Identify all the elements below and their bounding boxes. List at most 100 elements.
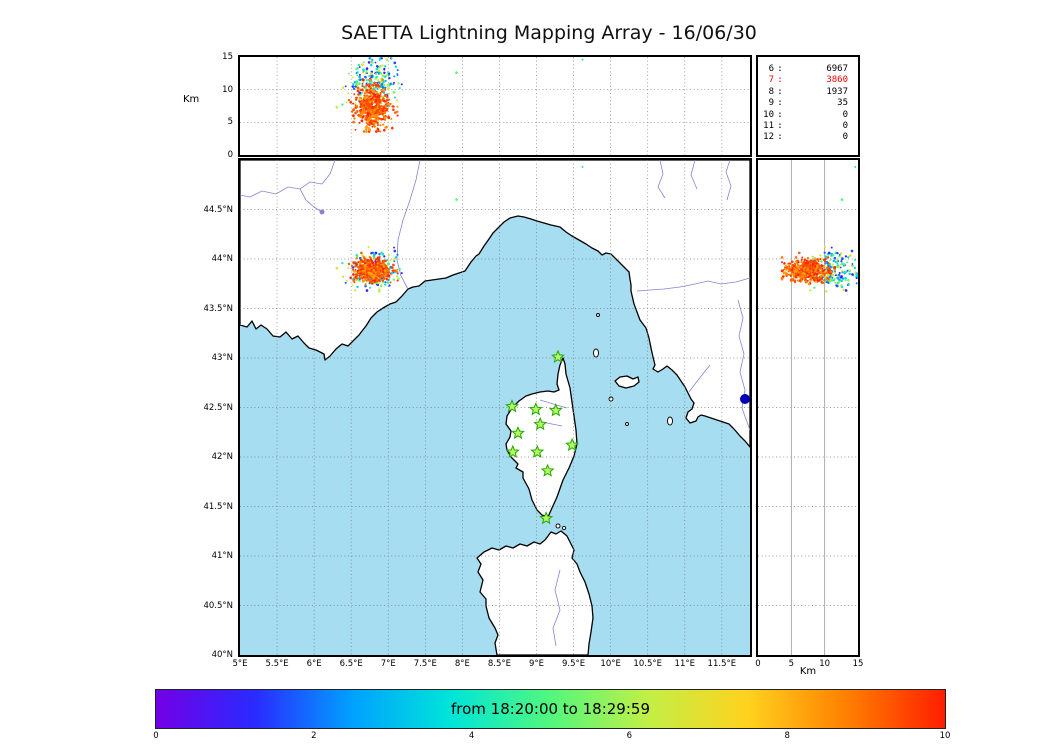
station-counts-panel: 6: 6967 7: 3860 8: 1937 9: 35 10: 0 11: 0 12: 0 bbox=[756, 55, 860, 157]
figure-title: SAETTA Lightning Mapping Array - 16/06/3… bbox=[341, 22, 757, 44]
lon-tick-label: 5.5°E bbox=[265, 659, 289, 669]
station-count-row: 12: 0 bbox=[758, 132, 858, 143]
station-source-count: 0 bbox=[842, 109, 848, 120]
station-id: 8 bbox=[768, 86, 774, 97]
lon-tick-label: 5°E bbox=[232, 659, 248, 669]
altitude-axis-label-left: Km bbox=[183, 94, 200, 105]
lon-tick-label: 8.5°E bbox=[487, 659, 512, 669]
lat-tick-label: 42.5°N bbox=[203, 402, 233, 413]
lon-tick-label: 11.5°E bbox=[707, 659, 737, 669]
colon-separator: : bbox=[777, 64, 783, 74]
station-star-marker bbox=[511, 425, 525, 440]
map-canvas bbox=[240, 160, 750, 655]
colorbar-label: from 18:20:00 to 18:29:59 bbox=[450, 700, 650, 718]
station-markers bbox=[505, 349, 580, 525]
station-star-marker bbox=[551, 349, 565, 363]
station-id: 9 bbox=[768, 98, 774, 109]
station-star-marker bbox=[505, 399, 520, 413]
station-source-count: 0 bbox=[842, 121, 848, 132]
alt-lat-scatter-canvas bbox=[758, 160, 858, 655]
station-source-count: 1937 bbox=[826, 86, 848, 97]
lon-tick-label: 9.5°E bbox=[561, 659, 586, 669]
lat-tick-label: 44.5°N bbox=[203, 204, 233, 215]
station-count-row: 10: 0 bbox=[758, 110, 858, 121]
right-xtick-label: 0 bbox=[755, 659, 761, 669]
station-source-count: 0 bbox=[842, 132, 848, 143]
lon-alt-panel bbox=[238, 55, 752, 157]
lat-tick-label: 41°N bbox=[211, 551, 233, 561]
colon-separator: : bbox=[777, 109, 783, 120]
colorbar-tick-label: 6 bbox=[626, 731, 633, 741]
scatter-points bbox=[335, 57, 584, 133]
station-star-marker bbox=[505, 444, 520, 458]
lon-tick-label: 10°E bbox=[600, 659, 621, 669]
station-star-marker bbox=[565, 437, 580, 452]
station-count-row: 8: 1937 bbox=[758, 87, 858, 98]
colorbar-tick-label: 10 bbox=[939, 731, 951, 741]
altitude-axis-label-bottom: Km bbox=[799, 666, 817, 677]
lat-tick-label: 43.5°N bbox=[203, 303, 233, 314]
rivers bbox=[240, 160, 750, 647]
lon-tick-label: 6.5°E bbox=[339, 659, 363, 669]
lake-bolsena-dot bbox=[740, 394, 750, 404]
station-count-row: 11: 0 bbox=[758, 121, 858, 132]
lon-tick-label: 11°E bbox=[674, 659, 695, 669]
station-id: 11 bbox=[763, 121, 774, 132]
colorbar-gradient bbox=[156, 690, 945, 728]
station-count-row: 7: 3860 bbox=[758, 75, 858, 86]
station-star-marker bbox=[548, 403, 563, 417]
right-xtick-label: 10 bbox=[819, 659, 831, 669]
colon-separator: : bbox=[777, 86, 783, 97]
top-ytick-label: 0 bbox=[227, 150, 233, 160]
station-source-count: 35 bbox=[837, 98, 848, 109]
station-star-marker bbox=[530, 444, 545, 458]
station-id: 12 bbox=[763, 132, 774, 143]
station-star-marker bbox=[533, 417, 548, 431]
station-source-count: 3860 bbox=[826, 75, 848, 86]
scatter-points bbox=[780, 165, 858, 293]
lat-tick-label: 43°N bbox=[211, 353, 233, 363]
lat-tick-label: 40.5°N bbox=[203, 600, 233, 611]
station-star-marker bbox=[540, 463, 555, 477]
colorbar-tick-label: 0 bbox=[153, 731, 159, 741]
top-gridlines bbox=[240, 57, 750, 155]
coastlines-land bbox=[240, 160, 750, 655]
station-star-marker bbox=[528, 402, 543, 416]
lat-tick-label: 41.5°N bbox=[203, 501, 233, 512]
lat-tick-label: 42°N bbox=[211, 452, 233, 462]
station-id: 10 bbox=[763, 109, 774, 120]
top-ytick-label: 15 bbox=[222, 52, 233, 62]
alt-lat-panel bbox=[756, 158, 860, 657]
station-count-row: 9: 35 bbox=[758, 98, 858, 109]
map-panel bbox=[238, 158, 752, 657]
lat-tick-label: 44°N bbox=[211, 254, 233, 264]
lat-tick-label: 40°N bbox=[211, 650, 233, 660]
station-id: 6 bbox=[768, 64, 774, 74]
colon-separator: : bbox=[777, 98, 783, 109]
lon-alt-scatter-canvas bbox=[240, 57, 750, 155]
scatter-points bbox=[335, 165, 584, 293]
time-colorbar: from 18:20:00 to 18:29:59 bbox=[155, 689, 946, 729]
right-xtick-label: 15 bbox=[852, 659, 864, 669]
lon-tick-label: 9°E bbox=[528, 659, 545, 669]
top-ytick-label: 10 bbox=[222, 84, 233, 95]
right-xtick-label: 5 bbox=[788, 659, 795, 669]
lon-tick-label: 10.5°E bbox=[633, 659, 662, 669]
top-ytick-label: 5 bbox=[227, 117, 233, 128]
map-gridlines bbox=[240, 160, 750, 655]
colorbar-tick-label: 4 bbox=[468, 731, 475, 741]
lon-tick-label: 7.5°E bbox=[413, 659, 437, 669]
mountain-lake bbox=[319, 209, 325, 215]
lon-tick-label: 6°E bbox=[306, 659, 322, 669]
station-source-count: 6967 bbox=[826, 64, 848, 74]
station-count-row: 6: 6967 bbox=[758, 64, 858, 75]
colon-separator: : bbox=[777, 132, 783, 143]
colorbar-tick-label: 2 bbox=[311, 731, 317, 741]
colorbar-tick-label: 8 bbox=[784, 731, 790, 741]
colon-separator: : bbox=[777, 75, 783, 86]
lon-tick-label: 7°E bbox=[380, 659, 396, 669]
station-star-marker bbox=[539, 511, 554, 525]
station-counts-list: 6: 6967 7: 3860 8: 1937 9: 35 10: 0 11: 0 12: 0 bbox=[758, 64, 858, 144]
colon-separator: : bbox=[777, 121, 783, 132]
right-gridlines bbox=[758, 160, 858, 655]
